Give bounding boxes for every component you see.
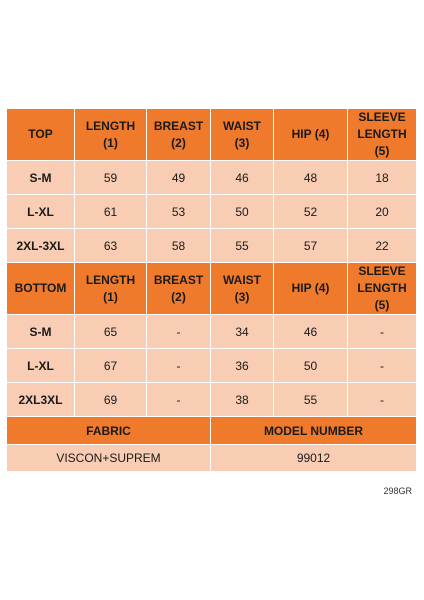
- size-value: -: [347, 314, 417, 349]
- size-value: 18: [347, 160, 417, 195]
- bottom-header-row: BOTTOM LENGTH (1) BREAST (2) WAIST (3) HIP (4) S…: [6, 262, 417, 315]
- size-value: 36: [210, 348, 274, 383]
- fabric-value: VISCON+SUPREM: [6, 444, 211, 472]
- size-value: 46: [273, 314, 348, 349]
- size-label: S-M: [6, 160, 75, 195]
- size-chart-table: TOP LENGTH (1) BREAST (2) WAIST (3) HIP (4) SLEE…: [6, 108, 417, 472]
- size-value: 50: [210, 194, 274, 229]
- fabric-label: FABRIC: [6, 416, 211, 445]
- model-number-value: 99012: [210, 444, 417, 472]
- column-header: BREAST (2): [146, 262, 211, 315]
- column-header: HIP (4): [273, 108, 348, 161]
- size-value: 58: [146, 228, 211, 263]
- top-size-row: S-M 59 49 46 48 18: [6, 160, 417, 195]
- size-label: 2XL-3XL: [6, 228, 75, 263]
- size-value: 55: [273, 382, 348, 417]
- column-header: SLEEVE LENGTH (5): [347, 262, 417, 315]
- column-header: BREAST (2): [146, 108, 211, 161]
- size-value: 34: [210, 314, 274, 349]
- size-label: L-XL: [6, 194, 75, 229]
- column-header: SLEEVE LENGTH (5): [347, 108, 417, 161]
- column-header: LENGTH (1): [74, 108, 147, 161]
- size-value: 59: [74, 160, 147, 195]
- size-value: 20: [347, 194, 417, 229]
- size-value: 67: [74, 348, 147, 383]
- size-value: 48: [273, 160, 348, 195]
- size-value: 63: [74, 228, 147, 263]
- size-value: -: [146, 348, 211, 383]
- size-label: S-M: [6, 314, 75, 349]
- model-number-label: MODEL NUMBER: [210, 416, 417, 445]
- footer-header-row: FABRIC MODEL NUMBER: [6, 416, 417, 445]
- size-value: 69: [74, 382, 147, 417]
- size-value: -: [347, 382, 417, 417]
- bottom-size-row: L-XL 67-36 50-: [6, 348, 417, 383]
- top-size-row: L-XL 61 53 50 52 20: [6, 194, 417, 229]
- size-value: 38: [210, 382, 274, 417]
- size-value: -: [146, 382, 211, 417]
- size-value: -: [146, 314, 211, 349]
- column-header: HIP (4): [273, 262, 348, 315]
- size-value: 53: [146, 194, 211, 229]
- size-value: -: [347, 348, 417, 383]
- footer-value-row: VISCON+SUPREM 99012: [6, 444, 417, 472]
- size-value: 52: [273, 194, 348, 229]
- size-value: 65: [74, 314, 147, 349]
- size-label: 2XL3XL: [6, 382, 75, 417]
- size-value: 22: [347, 228, 417, 263]
- size-value: 57: [273, 228, 348, 263]
- top-header-row: TOP LENGTH (1) BREAST (2) WAIST (3) HIP (4) SLEE…: [6, 108, 417, 161]
- size-value: 61: [74, 194, 147, 229]
- column-header: BOTTOM: [6, 262, 75, 315]
- column-header: LENGTH (1): [74, 262, 147, 315]
- product-code: 298GR: [383, 486, 412, 496]
- column-header: TOP: [6, 108, 75, 161]
- size-value: 55: [210, 228, 274, 263]
- size-value: 50: [273, 348, 348, 383]
- size-value: 49: [146, 160, 211, 195]
- bottom-size-row: S-M 65-34 46-: [6, 314, 417, 349]
- bottom-size-row: 2XL3XL 69-38 55-: [6, 382, 417, 417]
- column-header: WAIST (3): [210, 108, 274, 161]
- top-size-row: 2XL-3XL 63 58 55 57 22: [6, 228, 417, 263]
- size-label: L-XL: [6, 348, 75, 383]
- size-value: 46: [210, 160, 274, 195]
- column-header: WAIST (3): [210, 262, 274, 315]
